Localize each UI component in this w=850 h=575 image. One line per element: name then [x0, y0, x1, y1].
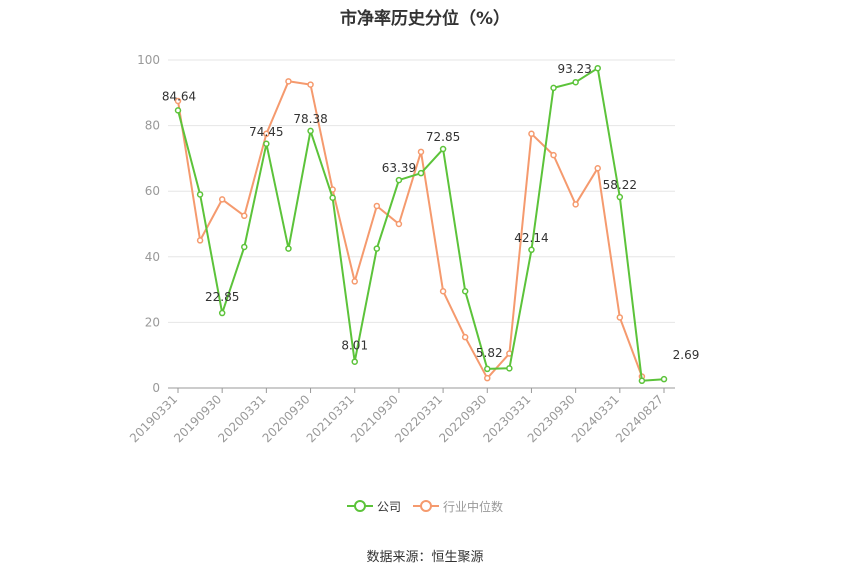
data-point-industry-median: [484, 374, 491, 382]
data-label: 42.14: [514, 231, 548, 245]
data-label: 74.45: [249, 125, 283, 139]
legend-label-company: 公司: [377, 500, 402, 514]
data-point-company: [241, 243, 248, 251]
data-point-company: [550, 84, 557, 92]
data-point-industry-median: [351, 278, 358, 285]
data-point-company: [174, 107, 182, 114]
data-point-company: [484, 365, 491, 373]
data-point-industry-median: [528, 130, 535, 138]
x-tick-label: 20240827: [613, 392, 666, 445]
y-tick-label: 0: [152, 381, 160, 395]
y-tick-label: 80: [145, 119, 160, 133]
data-point-industry-median: [417, 148, 425, 156]
data-point-company: [439, 145, 447, 153]
data-label: 63.39: [382, 161, 416, 175]
data-point-company: [638, 377, 646, 385]
data-source: 数据来源：恒生聚源: [366, 550, 484, 565]
y-tick-label: 60: [145, 184, 160, 198]
data-point-company: [218, 309, 226, 317]
data-point-company: [572, 78, 579, 86]
data-point-industry-median: [594, 164, 601, 172]
data-point-company: [285, 245, 292, 252]
data-point-industry-median: [263, 130, 270, 138]
data-label: 78.38: [293, 112, 327, 126]
data-point-industry-median: [174, 97, 182, 105]
data-point-industry-median: [572, 201, 579, 208]
data-point-industry-median: [461, 333, 469, 341]
data-point-industry-median: [550, 151, 557, 159]
data-point-company: [263, 140, 270, 148]
data-point-company: [307, 127, 314, 135]
data-point-industry-median: [616, 314, 624, 321]
data-label: 93.23: [557, 62, 591, 76]
data-label: 84.64: [162, 89, 196, 103]
legend: 公司 行业中位数: [0, 496, 850, 516]
series-line-company: [177, 67, 665, 382]
data-point-company: [506, 365, 513, 372]
series-line-industry-median: [177, 80, 643, 380]
data-label: 58.22: [603, 178, 637, 192]
data-point-industry-median: [439, 287, 447, 295]
data-point-company: [417, 169, 425, 177]
y-tick-label: 40: [145, 250, 160, 264]
data-point-industry-median: [218, 196, 226, 203]
legend-label-industry-median: 行业中位数: [443, 500, 504, 514]
data-label: 2.69: [673, 348, 700, 362]
data-label: 22.85: [205, 290, 239, 304]
data-point-company: [660, 375, 668, 383]
data-point-company: [373, 245, 381, 252]
data-point-industry-median: [285, 78, 292, 85]
legend-marker-icon: [413, 500, 439, 512]
data-point-company: [329, 194, 336, 202]
data-point-industry-median: [307, 81, 314, 88]
y-tick-label: 100: [137, 53, 160, 67]
data-point-company: [594, 64, 601, 72]
data-point-company: [528, 246, 535, 254]
data-label: 5.82: [476, 346, 503, 360]
data-point-company: [616, 193, 624, 201]
data-label: 72.85: [426, 130, 460, 144]
data-point-industry-median: [241, 212, 248, 220]
data-point-company: [351, 358, 358, 365]
data-label: 8.01: [341, 339, 368, 353]
data-point-industry-median: [395, 220, 403, 228]
data-point-industry-median: [196, 237, 204, 244]
chart-title: 市净率历史分位（%）: [339, 9, 511, 29]
y-tick-label: 20: [145, 315, 160, 329]
legend-marker-icon: [347, 500, 373, 512]
data-point-company: [395, 176, 403, 184]
data-point-company: [196, 191, 204, 198]
data-point-industry-median: [373, 202, 381, 210]
data-point-company: [461, 287, 469, 295]
